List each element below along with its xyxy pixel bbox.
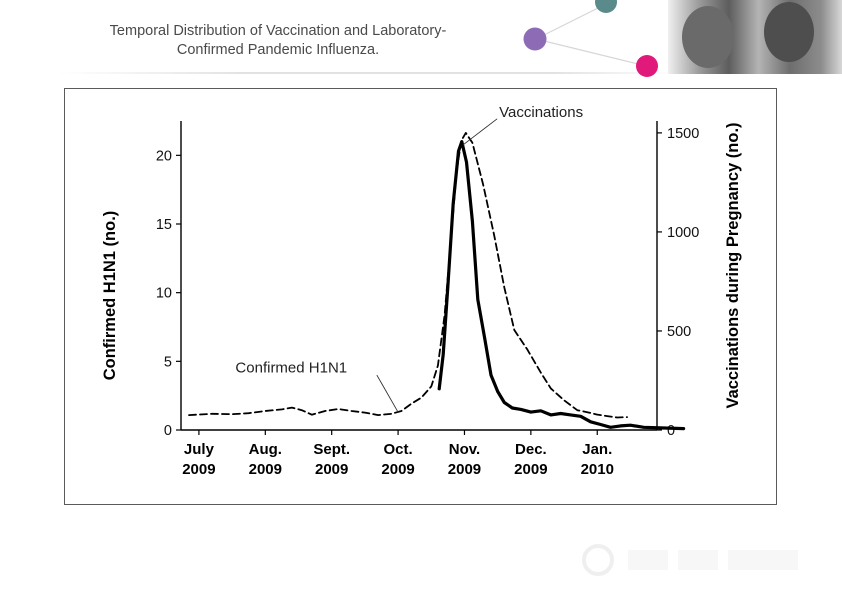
chart-frame: 0 5 10 15 20 Confirmed H1N1 (no.) 0 500 1000 15… bbox=[64, 88, 777, 505]
right-tick-label: 500 bbox=[667, 324, 691, 340]
left-axis-label: Confirmed H1N1 (no.) bbox=[101, 211, 119, 381]
x-tick-year-label: 2009 bbox=[514, 461, 547, 478]
x-tick-month-label: Jan. bbox=[582, 441, 612, 458]
x-tick-month-label: Dec. bbox=[515, 441, 547, 458]
header-photo bbox=[668, 0, 842, 74]
decorative-dots bbox=[523, 0, 658, 77]
slide-title-line-2: Confirmed Pandemic Influenza. bbox=[176, 42, 380, 58]
annotation-h1n1: Confirmed H1N1 bbox=[235, 359, 399, 413]
x-tick-month-label: Oct. bbox=[383, 441, 412, 458]
vaccinations-series-line bbox=[188, 132, 628, 419]
left-tick-label: 0 bbox=[164, 423, 172, 439]
connector-line-2 bbox=[535, 38, 647, 67]
connector-line-1 bbox=[535, 3, 607, 40]
h1n1-leader-line bbox=[376, 374, 399, 413]
x-tick-month-label: Nov. bbox=[449, 441, 480, 458]
left-tick-label: 10 bbox=[156, 286, 172, 302]
x-axis: July 2009 Aug. 2009 Sept. 2009 Oct. 2009 Nov. 200… bbox=[181, 429, 657, 478]
left-y-axis: 0 5 10 15 20 Confirmed H1N1 (no.) bbox=[101, 121, 182, 439]
x-tick-year-label: 2009 bbox=[315, 461, 348, 478]
right-y-axis: 0 500 1000 1500 Vaccinations during Pregnan… bbox=[656, 121, 742, 439]
annotation-vaccinations: Vaccinations bbox=[462, 104, 583, 146]
vaccinations-annotation: Vaccinations bbox=[499, 104, 583, 121]
x-tick-year-label: 2010 bbox=[581, 461, 614, 478]
x-tick-year-label: 2009 bbox=[381, 461, 414, 478]
h1n1-series-line bbox=[437, 140, 686, 431]
magenta-dot-icon bbox=[636, 55, 658, 77]
photo-person-left bbox=[682, 6, 734, 68]
chart-svg: 0 5 10 15 20 Confirmed H1N1 (no.) 0 500 1000 15… bbox=[101, 104, 742, 478]
slide-title: Temporal Distribution of Vaccination and… bbox=[40, 22, 516, 60]
left-tick-label: 5 bbox=[164, 354, 172, 370]
purple-dot-icon bbox=[523, 27, 547, 51]
h1n1-annotation: Confirmed H1N1 bbox=[235, 359, 347, 376]
x-tick-month-label: July bbox=[184, 441, 215, 458]
left-tick-label: 15 bbox=[156, 217, 172, 233]
right-tick-label: 1000 bbox=[667, 225, 699, 241]
slide-title-line-1: Temporal Distribution of Vaccination and… bbox=[109, 23, 447, 39]
x-tick-month-label: Aug. bbox=[249, 441, 282, 458]
right-tick-label: 1500 bbox=[667, 126, 699, 142]
right-axis-label: Vaccinations during Pregnancy (no.) bbox=[724, 122, 742, 408]
series-layer bbox=[188, 132, 686, 431]
x-tick-month-label: Sept. bbox=[313, 441, 350, 458]
footer-watermark-icon bbox=[582, 544, 798, 576]
x-tick-year-label: 2009 bbox=[448, 461, 481, 478]
right-tick-label: 0 bbox=[667, 423, 675, 439]
vaccinations-leader-line bbox=[462, 118, 498, 146]
left-tick-label: 20 bbox=[156, 148, 172, 164]
x-tick-year-label: 2009 bbox=[182, 461, 215, 478]
x-tick-year-label: 2009 bbox=[249, 461, 282, 478]
teal-dot-icon bbox=[595, 0, 617, 13]
title-divider bbox=[58, 72, 678, 74]
photo-person-right bbox=[764, 2, 814, 62]
